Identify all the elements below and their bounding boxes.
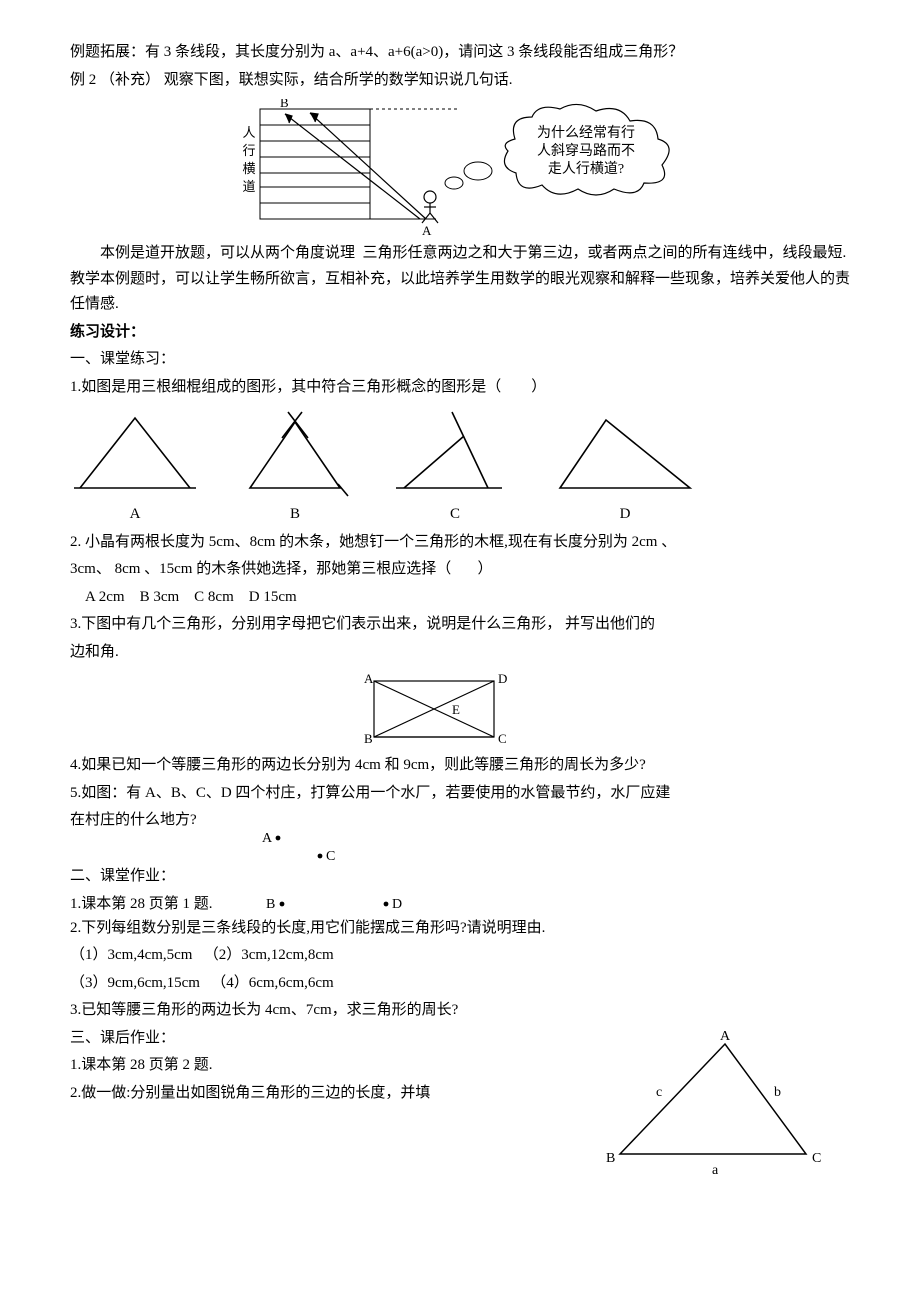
point-a: A xyxy=(422,223,432,238)
triangle-d-svg xyxy=(550,408,700,498)
hw2-2a: （1）3cm,4cm,5cm （2）3cm,12cm,8cm xyxy=(70,943,850,969)
svg-text:横: 横 xyxy=(242,161,255,176)
svg-text:行: 行 xyxy=(242,143,255,158)
label-c: C xyxy=(390,502,520,528)
rect-svg: A D B C E xyxy=(330,669,530,749)
sec3-title: 三、课后作业： xyxy=(70,1026,590,1052)
cloud-line2: 人斜穿马路而不 xyxy=(537,143,635,159)
label-a: A xyxy=(70,502,200,528)
svg-text:A: A xyxy=(720,1029,731,1044)
point-b: B xyxy=(280,99,289,110)
svg-text:E: E xyxy=(452,702,460,717)
q3-l2: 边和角. xyxy=(70,640,850,666)
q4-text: 4.如果已知一个等腰三角形的两边长分别为 4cm 和 9cm，则此等腰三角形的周… xyxy=(70,753,850,779)
hw2-1: 1.课本第 28 页第 1 题. xyxy=(70,892,213,918)
triangle-b-svg xyxy=(230,408,360,498)
svg-text:D: D xyxy=(498,671,507,686)
ex2-title: 例 2 （补充） 观察下图，联想实际，结合所学的数学知识说几句话. xyxy=(70,68,850,94)
q2-l1: 2. 小晶有两根长度为 5cm、8cm 的木条，她想钉一个三角形的木框,现在有长… xyxy=(70,530,850,556)
svg-text:B: B xyxy=(266,897,275,912)
q2-opts: A 2cm B 3cm C 8cm D 15cm xyxy=(70,585,850,611)
svg-text:c: c xyxy=(656,1085,662,1100)
extension-text: 例题拓展：有 3 条线段，其长度分别为 a、a+4、a+6(a>0)，请问这 3… xyxy=(70,40,850,66)
sec2-title: 二、课堂作业： xyxy=(70,864,213,890)
label-d: D xyxy=(550,502,700,528)
q2-l2: 3cm、 8cm 、15cm 的木条供她选择，那她第三根应选择（ ） xyxy=(70,557,850,583)
crosswalk-figure: 人 行 横 道 A B 为什么经常有行 人斜穿马路而不 xyxy=(70,99,850,239)
triangle-c-svg xyxy=(390,408,520,498)
hw2-2: 2.下列每组数分别是三条线段的长度,用它们能摆成三角形吗?请说明理由. xyxy=(70,916,850,942)
hw3-2: 2.做一做:分别量出如图锐角三角形的三边的长度，并填 xyxy=(70,1081,590,1107)
sec1-title: 一、课堂练习： xyxy=(70,347,850,373)
crosswalk-svg: 人 行 横 道 A B 为什么经常有行 人斜穿马路而不 xyxy=(230,99,690,239)
svg-text:B: B xyxy=(364,731,373,746)
cloud-line1: 为什么经常有行 xyxy=(537,125,635,141)
svg-text:a: a xyxy=(712,1163,719,1176)
cloud-line3: 走人行横道? xyxy=(548,161,624,177)
svg-text:b: b xyxy=(774,1085,781,1100)
ex2-explain: 本例是道开放题，可以从两个角度说理 三角形任意两边之和大于第三边，或者两点之间的… xyxy=(70,241,850,318)
svg-text:C: C xyxy=(498,731,507,746)
hw3-1: 1.课本第 28 页第 2 题. xyxy=(70,1053,590,1079)
triangle-a-svg xyxy=(70,408,200,498)
q1-figures: A B C D xyxy=(70,408,850,528)
svg-text:A: A xyxy=(364,671,374,686)
practice-title: 练习设计： xyxy=(70,320,850,346)
acute-triangle-svg: A B C c b a xyxy=(590,1026,830,1176)
svg-text:A: A xyxy=(262,831,273,846)
crosswalk-label-char1: 人 xyxy=(242,125,255,140)
svg-text:道: 道 xyxy=(242,179,255,194)
village-svg: A C B D xyxy=(210,826,510,916)
label-b: B xyxy=(230,502,360,528)
svg-text:D: D xyxy=(392,897,402,912)
svg-text:C: C xyxy=(812,1151,821,1166)
hw2-2b: （3）9cm,6cm,15cm （4）6cm,6cm,6cm xyxy=(70,971,850,997)
q5-l1: 5.如图：有 A、B、C、D 四个村庄，打算公用一个水厂，若要使用的水管最节约，… xyxy=(70,781,850,807)
q1-text: 1.如图是用三根细棍组成的图形，其中符合三角形概念的图形是（ ） xyxy=(70,375,850,401)
svg-text:C: C xyxy=(326,849,335,864)
rect-figure: A D B C E xyxy=(10,669,850,749)
hw2-3: 3.已知等腰三角形的两边长为 4cm、7cm，求三角形的周长? xyxy=(70,998,850,1024)
q3-l1: 3.下图中有几个三角形，分别用字母把它们表示出来，说明是什么三角形， 并写出他们… xyxy=(70,612,850,638)
svg-text:B: B xyxy=(606,1151,615,1166)
